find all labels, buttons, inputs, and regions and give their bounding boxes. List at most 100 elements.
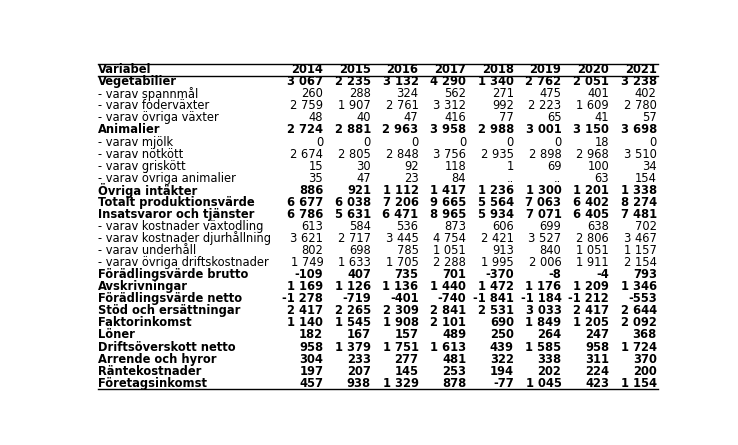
Text: 1 300: 1 300: [525, 184, 562, 197]
Text: 878: 878: [442, 376, 466, 390]
Text: - varav kostnader växtodling: - varav kostnader växtodling: [98, 220, 263, 233]
Text: 2020: 2020: [577, 63, 609, 76]
Text: 1 140: 1 140: [287, 316, 323, 329]
Text: 6 038: 6 038: [335, 196, 371, 209]
Text: 840: 840: [539, 244, 562, 257]
Text: 2 759: 2 759: [290, 99, 323, 113]
Text: 1 472: 1 472: [477, 280, 514, 293]
Text: -1 212: -1 212: [568, 292, 609, 305]
Text: 1 051: 1 051: [576, 244, 609, 257]
Text: Faktorinkomst: Faktorinkomst: [98, 316, 192, 329]
Text: 3 445: 3 445: [386, 232, 418, 245]
Text: 1 205: 1 205: [573, 316, 609, 329]
Text: 2 421: 2 421: [481, 232, 514, 245]
Text: Variabel: Variabel: [98, 63, 151, 76]
Text: 4 290: 4 290: [430, 75, 466, 88]
Text: 698: 698: [349, 244, 371, 257]
Text: 2 935: 2 935: [481, 148, 514, 161]
Text: 1 545: 1 545: [335, 316, 371, 329]
Text: -719: -719: [342, 292, 371, 305]
Text: 2 674: 2 674: [290, 148, 323, 161]
Text: 1 154: 1 154: [621, 376, 657, 390]
Text: 2 531: 2 531: [477, 304, 514, 317]
Text: 1 051: 1 051: [433, 244, 466, 257]
Text: 2 963: 2 963: [382, 124, 418, 137]
Text: 613: 613: [301, 220, 323, 233]
Text: Arrende och hyror: Arrende och hyror: [98, 352, 216, 365]
Text: 1 995: 1 995: [481, 256, 514, 269]
Text: Vegetabilier: Vegetabilier: [98, 75, 177, 88]
Text: 2014: 2014: [292, 63, 323, 76]
Text: 2 805: 2 805: [338, 148, 371, 161]
Text: 4 754: 4 754: [433, 232, 466, 245]
Text: 6 402: 6 402: [573, 196, 609, 209]
Text: 48: 48: [308, 111, 323, 125]
Text: 1 338: 1 338: [621, 184, 657, 197]
Text: 2 968: 2 968: [576, 148, 609, 161]
Text: ..: ..: [554, 172, 562, 185]
Text: 233: 233: [347, 352, 371, 365]
Text: 370: 370: [633, 352, 657, 365]
Text: 1 112: 1 112: [382, 184, 418, 197]
Text: 5 631: 5 631: [335, 208, 371, 221]
Text: 2 051: 2 051: [573, 75, 609, 88]
Text: -1 184: -1 184: [520, 292, 562, 305]
Text: 481: 481: [442, 352, 466, 365]
Text: 2 154: 2 154: [624, 256, 657, 269]
Text: 0: 0: [649, 136, 657, 149]
Text: 802: 802: [301, 244, 323, 257]
Text: 69: 69: [547, 160, 562, 173]
Text: 2015: 2015: [339, 63, 371, 76]
Text: 2 223: 2 223: [528, 99, 562, 113]
Text: 938: 938: [347, 376, 371, 390]
Text: Insatsvaror och tjänster: Insatsvaror och tjänster: [98, 208, 255, 221]
Text: - varav mjölk: - varav mjölk: [98, 136, 173, 149]
Text: 1 329: 1 329: [382, 376, 418, 390]
Text: 322: 322: [490, 352, 514, 365]
Text: 92: 92: [404, 160, 418, 173]
Text: 1 440: 1 440: [430, 280, 466, 293]
Text: 2016: 2016: [387, 63, 418, 76]
Text: 1 136: 1 136: [382, 280, 418, 293]
Text: 34: 34: [642, 160, 657, 173]
Text: 886: 886: [299, 184, 323, 197]
Text: 785: 785: [396, 244, 418, 257]
Text: Stöd och ersättningar: Stöd och ersättningar: [98, 304, 241, 317]
Text: 958: 958: [299, 340, 323, 353]
Text: 118: 118: [444, 160, 466, 173]
Text: 311: 311: [585, 352, 609, 365]
Text: 3 312: 3 312: [433, 99, 466, 113]
Text: 638: 638: [587, 220, 609, 233]
Text: 338: 338: [537, 352, 562, 365]
Text: 735: 735: [395, 268, 418, 281]
Text: 35: 35: [308, 172, 323, 185]
Text: 2021: 2021: [625, 63, 657, 76]
Text: 145: 145: [395, 364, 418, 378]
Text: 2 761: 2 761: [386, 99, 418, 113]
Text: 154: 154: [635, 172, 657, 185]
Text: 2 288: 2 288: [433, 256, 466, 269]
Text: 2 898: 2 898: [528, 148, 562, 161]
Text: 2 417: 2 417: [573, 304, 609, 317]
Text: 606: 606: [492, 220, 514, 233]
Text: 8 965: 8 965: [430, 208, 466, 221]
Text: - varav underhåll: - varav underhåll: [98, 244, 196, 257]
Text: 0: 0: [364, 136, 371, 149]
Text: Företagsinkomst: Företagsinkomst: [98, 376, 207, 390]
Text: 207: 207: [347, 364, 371, 378]
Text: 416: 416: [444, 111, 466, 125]
Text: Driftsöverskott netto: Driftsöverskott netto: [98, 340, 235, 353]
Text: 30: 30: [356, 160, 371, 173]
Text: 167: 167: [347, 328, 371, 341]
Text: 3 510: 3 510: [624, 148, 657, 161]
Text: 9 665: 9 665: [430, 196, 466, 209]
Text: 1: 1: [506, 160, 514, 173]
Text: 271: 271: [492, 87, 514, 100]
Text: -1 841: -1 841: [473, 292, 514, 305]
Text: 584: 584: [349, 220, 371, 233]
Text: 197: 197: [300, 364, 323, 378]
Text: -553: -553: [628, 292, 657, 305]
Text: 2 309: 2 309: [383, 304, 418, 317]
Text: 5 564: 5 564: [477, 196, 514, 209]
Text: 3 033: 3 033: [525, 304, 562, 317]
